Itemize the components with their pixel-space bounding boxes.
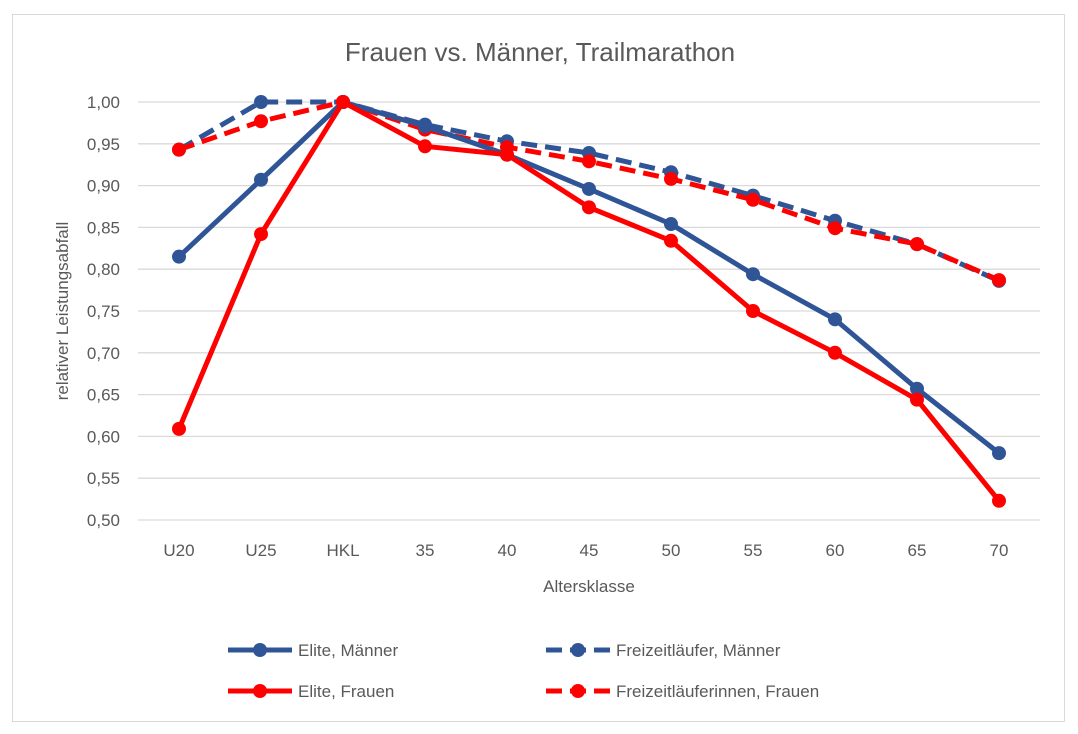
data-point	[254, 114, 268, 129]
data-point	[336, 95, 350, 109]
data-point	[500, 147, 514, 162]
x-tick-label: 35	[416, 541, 435, 560]
x-tick-label: HKL	[326, 541, 359, 560]
y-tick-label: 0,95	[87, 135, 120, 154]
data-point	[992, 493, 1006, 508]
y-tick-label: 0,55	[87, 469, 120, 488]
legend-marker	[571, 684, 585, 698]
y-axis-label: relativer Leistungsabfall	[53, 222, 72, 401]
x-tick-label: U25	[245, 541, 276, 560]
legend-label: Freizeitläuferinnen, Frauen	[616, 682, 819, 701]
data-point	[254, 227, 268, 242]
data-point	[418, 119, 432, 134]
data-point	[910, 237, 924, 252]
x-tick-label: 50	[662, 541, 681, 560]
data-point	[746, 192, 760, 207]
legend-label: Freizeitläufer, Männer	[616, 641, 781, 660]
data-point	[418, 139, 432, 154]
series-line	[178, 99, 1001, 283]
data-point	[172, 142, 186, 157]
data-point	[992, 273, 1006, 288]
x-tick-label: 55	[744, 541, 763, 560]
data-point	[582, 200, 596, 215]
data-point	[664, 171, 678, 186]
data-point	[992, 446, 1006, 461]
x-tick-label: 60	[826, 541, 845, 560]
data-point	[254, 95, 268, 109]
data-point	[746, 304, 760, 318]
y-tick-label: 0,75	[87, 302, 120, 321]
y-tick-label: 0,60	[87, 427, 120, 446]
legend-marker	[571, 643, 585, 657]
x-tick-label: U20	[163, 541, 194, 560]
series-line	[177, 99, 1001, 284]
data-point	[254, 172, 268, 187]
y-tick-label: 0,70	[87, 344, 120, 363]
data-point	[172, 249, 186, 264]
y-tick-label: 0,50	[87, 511, 120, 530]
data-point	[746, 267, 760, 282]
x-tick-label: 70	[990, 541, 1009, 560]
data-point	[582, 154, 596, 169]
legend-label: Elite, Männer	[298, 641, 398, 660]
x-tick-label: 65	[908, 541, 927, 560]
y-tick-label: 1,00	[87, 93, 120, 112]
data-point	[172, 421, 186, 436]
x-axis-label: Altersklasse	[543, 577, 635, 596]
data-point	[828, 221, 842, 236]
legend-marker	[253, 684, 267, 698]
x-tick-label: 40	[498, 541, 517, 560]
chart-border	[12, 14, 1065, 722]
y-tick-label: 0,65	[87, 386, 120, 405]
data-point	[828, 345, 842, 360]
y-tick-label: 0,80	[87, 260, 120, 279]
x-tick-label: 45	[580, 541, 599, 560]
data-point	[664, 233, 678, 248]
data-point	[582, 181, 596, 196]
legend-marker	[253, 643, 267, 657]
data-point	[664, 217, 678, 232]
data-point	[828, 312, 842, 327]
chart-title: Frauen vs. Männer, Trailmarathon	[345, 37, 735, 67]
y-tick-label: 0,85	[87, 218, 120, 237]
legend-label: Elite, Frauen	[298, 682, 394, 701]
data-point	[910, 392, 924, 407]
data-point	[910, 381, 924, 396]
y-tick-label: 0,90	[87, 177, 120, 196]
